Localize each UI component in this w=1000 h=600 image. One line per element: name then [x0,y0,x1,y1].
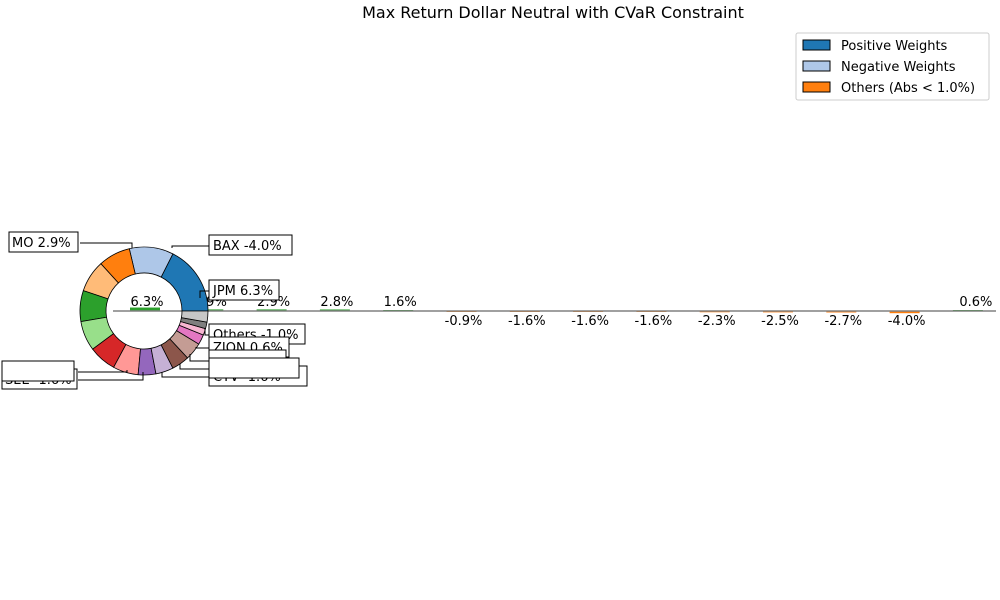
bar-value-label: -1.6% [508,314,546,329]
bar-3 [319,309,350,311]
bar-value-label: -2.3% [698,314,736,329]
callout-leader [204,328,210,336]
donut [79,246,209,376]
legend-label-others: Others (Abs < 1.0%) [841,81,975,96]
callout-leader [78,372,144,381]
bar-value-label: 2.8% [320,295,353,310]
legend: Positive Weights Negative Weights Others… [795,32,990,101]
callout-leader [189,354,210,362]
callout-label: MO 2.9% [12,236,71,251]
bar-value-label: -1.6% [635,314,673,329]
callout-label: BAX -4.0% [213,239,282,254]
legend-swatch-others [802,81,831,93]
legend-swatch-negative [802,60,831,72]
callout-box [208,279,280,301]
chart-title: Max Return Dollar Neutral with CVaR Cons… [362,3,744,22]
callout-box [208,234,293,256]
bar-value-label: -2.7% [824,314,862,329]
bar-value-label: -2.5% [761,314,799,329]
callout-leader [179,364,210,370]
callout-box [8,231,79,253]
bar-value-label: -4.0% [888,314,926,329]
callout-leader [195,347,210,349]
legend-swatch-positive [802,39,831,51]
donut-slice-15 [180,310,209,323]
callout-group: MO 2.9% BAX -4.0%JPM 6.3%Others -1.0%ZION… [1,231,308,390]
callout-box [208,357,300,379]
bar-value-label: 0.6% [959,295,992,310]
bar-value-label: 1.6% [384,295,417,310]
legend-label-negative: Negative Weights [841,60,956,75]
callout-leader [199,290,210,298]
callout-leader [78,370,128,373]
bar-value-label: -1.6% [571,314,609,329]
legend-label-positive: Positive Weights [841,39,948,54]
callout-label: JPM 6.3% [212,284,273,299]
bar-2 [256,309,287,311]
callout-leader [171,245,210,248]
callout-box [1,360,75,382]
bar-value-label: -0.9% [445,314,483,329]
bar-label-group: 6.3% 2.9% 2.9% 2.8% 1.6%-0.9% -1.6% -1.6% -1.6%… [130,295,992,329]
bar-12 [889,311,920,314]
callout-leader [80,242,133,248]
bar-value-label: 6.3% [130,295,163,310]
callout-leader [161,372,210,378]
legend-frame [795,32,990,101]
bar-0 [130,307,160,311]
